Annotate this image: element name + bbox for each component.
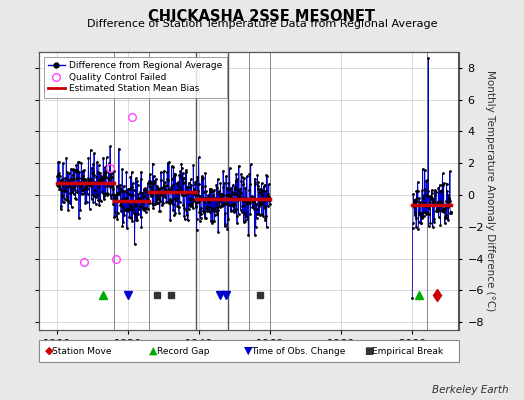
Text: ▲: ▲ <box>149 346 158 356</box>
Text: Berkeley Earth: Berkeley Earth <box>432 385 508 395</box>
Text: Empirical Break: Empirical Break <box>372 346 443 356</box>
Legend: Difference from Regional Average, Quality Control Failed, Estimated Station Mean: Difference from Regional Average, Qualit… <box>44 56 227 98</box>
Text: Record Gap: Record Gap <box>157 346 210 356</box>
Text: ▼: ▼ <box>244 346 252 356</box>
Text: Station Move: Station Move <box>52 346 112 356</box>
Text: ◆: ◆ <box>45 346 53 356</box>
Text: Time of Obs. Change: Time of Obs. Change <box>252 346 346 356</box>
Text: Difference of Station Temperature Data from Regional Average: Difference of Station Temperature Data f… <box>87 19 437 29</box>
Y-axis label: Monthly Temperature Anomaly Difference (°C): Monthly Temperature Anomaly Difference (… <box>485 70 495 312</box>
Text: ■: ■ <box>364 346 374 356</box>
Text: CHICKASHA 2SSE MESONET: CHICKASHA 2SSE MESONET <box>148 9 376 24</box>
